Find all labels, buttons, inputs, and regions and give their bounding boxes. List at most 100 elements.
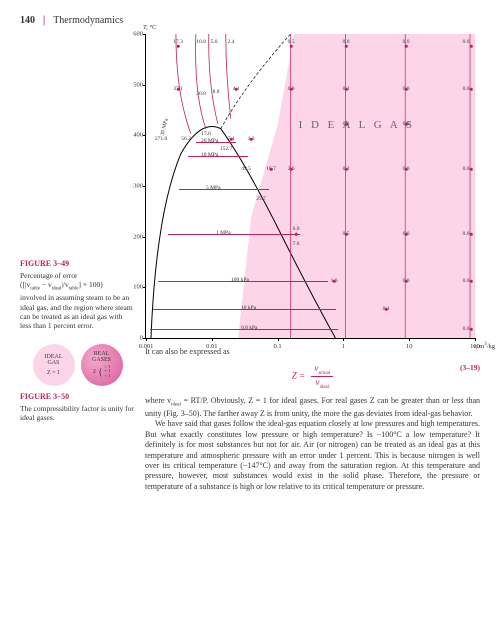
pt-200-4: 0.0 [463, 231, 470, 237]
caption-formula-a: ([|v [20, 280, 30, 289]
dot-0-0 [385, 308, 388, 311]
y-axis-label: T, °C [143, 24, 156, 31]
label-08kpa: 0.8 kPa [241, 325, 258, 331]
y-tick: 300 [128, 183, 143, 190]
circle2-lt: < 1 [104, 374, 110, 379]
chart: T, °C v, m3/kg I D E A L G A S 20 MPa [145, 34, 475, 339]
x-tick: 100 [470, 343, 480, 350]
figure-350-caption: The compressibility factor is unity for … [20, 404, 135, 423]
x-tick: 10 [406, 343, 413, 350]
pt-mid-6: 0.0 [463, 166, 470, 172]
dot-200-4 [470, 233, 473, 236]
figure-349-caption: Percentage of error ([|vtable − videal|/… [20, 271, 135, 331]
dot-600-0 [177, 45, 180, 48]
dot-600-6 [405, 45, 408, 48]
pt-500-7: 0.0 [463, 86, 470, 92]
x-tick: 0.001 [139, 343, 154, 350]
real-gas-circle: REAL GASES Z { > 1 = 1 < 1 [81, 344, 123, 386]
caption-formula-b: − v [40, 280, 52, 289]
eq-lhs: Z = [292, 371, 305, 381]
dot-mid-2 [270, 168, 273, 171]
x-tick: 0.1 [274, 343, 282, 350]
caption-line1: Percentage of error [20, 271, 77, 280]
pt-0-1: 0.0 [463, 326, 470, 332]
pt-600-3: 2.4 [228, 39, 235, 45]
saturation-curve [146, 34, 475, 338]
main-layout: FIGURE 3–49 Percentage of error ([|vtabl… [20, 34, 480, 492]
para1-a: where v [145, 396, 171, 405]
body-para2: We have said that gases follow the ideal… [145, 419, 480, 492]
dot-mid-3 [290, 168, 293, 171]
caption-sub-table: table [30, 287, 40, 292]
y-tick: 100 [128, 284, 143, 291]
ideal-gas-circle: IDEAL GAS Z = 1 [33, 344, 75, 386]
dot-500-3 [235, 88, 238, 91]
pt-500-2: 8.8 [213, 89, 220, 95]
circle2-z: Z [93, 369, 96, 375]
pt-500-1: 20.8 [196, 91, 206, 97]
label-1mpa: 1 MPa [216, 230, 231, 236]
eq-den-sub: ideal [319, 385, 329, 390]
y-tick: 500 [128, 81, 143, 88]
pt-400-1: 56.2 [181, 136, 191, 142]
right-column: T, °C v, m3/kg I D E A L G A S 20 MPa [145, 34, 480, 492]
dot-mid-5 [405, 168, 408, 171]
dot-ideal-1 [405, 123, 408, 126]
caption-line3: involved in assuming steam to be an idea… [20, 293, 133, 330]
dot-mid-6 [470, 168, 473, 171]
page-header: 140 | Thermodynamics [20, 15, 480, 26]
para1-b: = RT/P. Obviously, Z = 1 for ideal gases… [145, 396, 480, 418]
x-tick: 1 [342, 343, 345, 350]
pt-400-0: 271.0 [155, 136, 167, 142]
dot-500-4 [290, 88, 293, 91]
figure-350-label: FIGURE 3–50 [20, 392, 135, 401]
dot-500-7 [470, 88, 473, 91]
dot-200-0 [295, 233, 298, 236]
figure-350-circles: IDEAL GAS Z = 1 REAL GASES Z { > 1 = 1 <… [20, 344, 135, 386]
caption-sub-ideal: ideal [52, 287, 62, 292]
dot-mid-4 [345, 168, 348, 171]
body-para1: where videal = RT/P. Obviously, Z = 1 fo… [145, 396, 480, 419]
pt-600-1: 10.8 [196, 39, 206, 45]
label-10mpa: 10 MPa [201, 152, 218, 158]
y-tick: 600 [128, 31, 143, 38]
dot-100-0 [333, 280, 336, 283]
y-tick: 400 [128, 132, 143, 139]
eq-number: (3–19) [460, 363, 480, 372]
dot-400-4 [250, 138, 253, 141]
chapter-title: Thermodynamics [53, 15, 123, 26]
circle1-line2: GAS [47, 360, 59, 366]
label-10kpa: 10 kPa [241, 305, 256, 311]
circle1-line3: Z = 1 [47, 370, 60, 376]
pt-400-2: 17.6 [201, 131, 211, 137]
pt-200-0: 6.0 [293, 226, 300, 232]
dot-200-2 [345, 233, 348, 236]
figure-349-label: FIGURE 3–49 [20, 259, 135, 268]
pt-mid-0: 152.7 [220, 146, 232, 152]
equation-319: Z = vactual videal (3–19) [145, 363, 480, 390]
para1-sub: ideal [171, 403, 181, 408]
caption-formula-c: |/v [61, 280, 68, 289]
dot-600-7 [470, 45, 473, 48]
dot-0-1 [470, 328, 473, 331]
header-divider: | [43, 15, 45, 26]
press-line-5mpa [179, 189, 269, 190]
pt-600-2: 5.0 [211, 39, 218, 45]
dot-500-5 [345, 88, 348, 91]
pt-300-0: 25.7 [256, 196, 266, 202]
press-line-1mpa [168, 234, 300, 235]
page-number: 140 [20, 15, 35, 26]
dot-200-3 [405, 233, 408, 236]
circle2-line2: GASES [92, 357, 111, 363]
dot-500-6 [405, 88, 408, 91]
body-intro: It can also be expressed as [145, 347, 480, 357]
dot-600-5 [345, 45, 348, 48]
y-tick: 200 [128, 233, 143, 240]
y-tick: 0 [128, 335, 143, 342]
dot-500-0 [177, 88, 180, 91]
pt-mid-1: 49.5 [241, 166, 251, 172]
dot-100-1 [405, 280, 408, 283]
dot-100-2 [470, 280, 473, 283]
eq-num-sub: actual [318, 371, 330, 376]
pt-600-7: 0.0 [463, 39, 470, 45]
